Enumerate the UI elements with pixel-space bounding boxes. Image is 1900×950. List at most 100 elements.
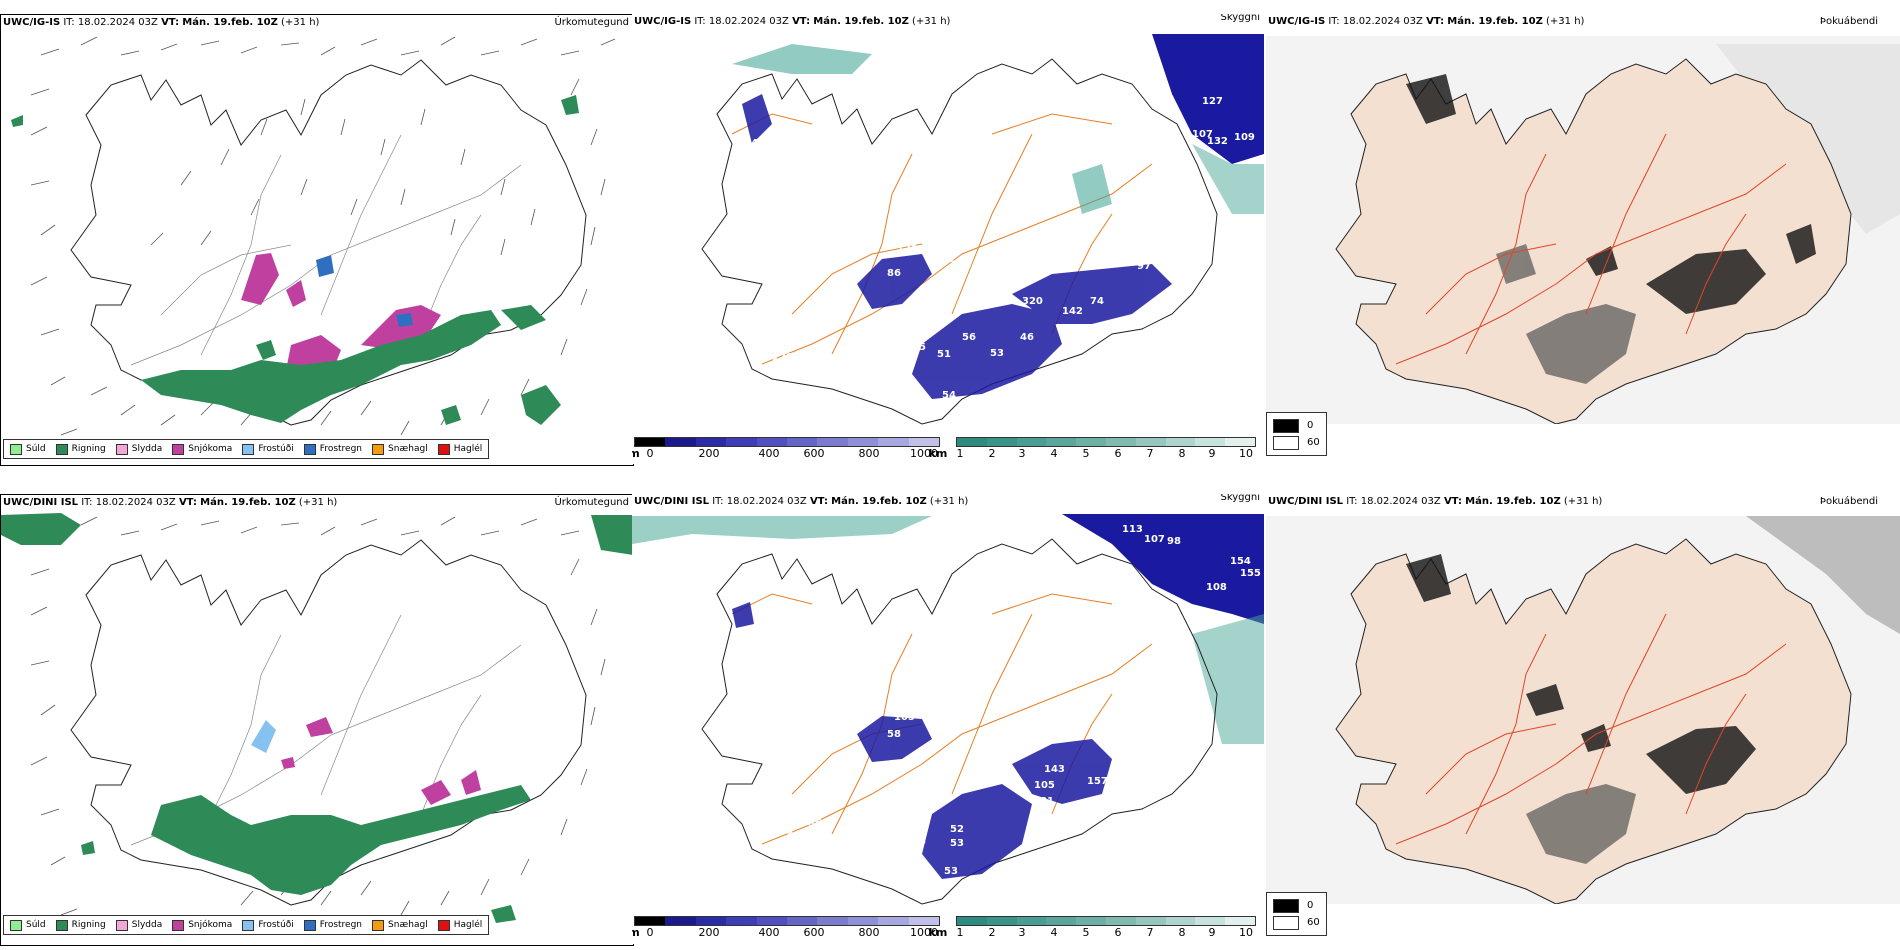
fog-value: 0 bbox=[1307, 900, 1314, 911]
it-label: IT: bbox=[694, 16, 706, 27]
visibility-bar bbox=[956, 916, 1256, 926]
model-name: UWC/IG-IS bbox=[634, 16, 692, 27]
vis-areas bbox=[732, 44, 1112, 214]
tick: 5 bbox=[1082, 447, 1090, 460]
tick: 800 bbox=[858, 447, 880, 460]
cloud-label: 56 bbox=[962, 332, 976, 343]
cloud-label: 97 bbox=[1137, 261, 1151, 272]
legend-item: Snjókoma bbox=[172, 443, 232, 455]
precip-map-bottom bbox=[1, 513, 633, 923]
iceland-coastline bbox=[701, 538, 1218, 905]
panel-title: UWC/IG-IS IT: 18.02.2024 03Z VT: Mán. 19… bbox=[634, 16, 950, 27]
tick: 3 bbox=[1018, 447, 1026, 460]
fog-offshore bbox=[1746, 516, 1900, 634]
fog-swatch bbox=[1273, 898, 1299, 913]
tick: 200 bbox=[698, 926, 720, 939]
cloud-label: 132 bbox=[1207, 136, 1228, 147]
vt-label: VT: bbox=[178, 497, 197, 508]
cloud-label: 107 bbox=[1192, 129, 1213, 140]
cloud-label: 74 bbox=[1090, 296, 1104, 307]
tick: 0 bbox=[646, 926, 654, 939]
it-label: IT: bbox=[81, 497, 93, 508]
legend-item: Snæhagl bbox=[372, 919, 428, 931]
roads bbox=[731, 593, 1153, 845]
iceland-coastline bbox=[70, 539, 587, 906]
tick: 200 bbox=[698, 447, 720, 460]
vt-value: Mán. 19.feb. 10Z bbox=[182, 17, 278, 28]
fog-dark-areas bbox=[1406, 74, 1816, 314]
roads bbox=[1395, 133, 1787, 365]
legend-item: Snæhagl bbox=[372, 443, 428, 455]
cloud-label: 155 bbox=[1240, 568, 1261, 579]
model-name: UWC/DINI ISL bbox=[1268, 496, 1344, 507]
height-ticks: m 0 200 400 600 800 1000 bbox=[632, 447, 940, 460]
cloud-label: 135 bbox=[962, 878, 983, 889]
vt-label: VT: bbox=[792, 16, 811, 27]
height-bar bbox=[634, 916, 940, 926]
visibility-ticks: km 1 2 3 4 5 6 7 8 9 10 bbox=[929, 926, 1256, 939]
vt-label: VT: bbox=[1426, 16, 1445, 27]
it-value: 18.02.2024 03Z bbox=[708, 16, 789, 27]
legend-swatch bbox=[55, 919, 68, 931]
legend-swatch bbox=[437, 919, 450, 931]
panel-title: UWC/DINI ISL IT: 18.02.2024 03Z VT: Mán.… bbox=[634, 496, 968, 507]
legend-label: Slydda bbox=[131, 444, 163, 454]
precip-panel-bottom: UWC/DINI ISL IT: 18.02.2024 03Z VT: Mán.… bbox=[0, 494, 634, 946]
panel-type-cloud: Skyggni bbox=[1220, 14, 1260, 23]
offshore-vis bbox=[1192, 144, 1264, 214]
cloud-label: 142 bbox=[1062, 306, 1083, 317]
cloud-base-labels: 113 107 98 105 154 155 108 105 58 161 63… bbox=[772, 506, 1261, 889]
height-bar bbox=[634, 437, 940, 447]
cloud-label: 118 bbox=[910, 296, 931, 307]
roads bbox=[1395, 613, 1787, 845]
cloud-label: 54 bbox=[942, 390, 956, 401]
fog-value: 60 bbox=[1307, 437, 1320, 448]
tick: 600 bbox=[803, 926, 825, 939]
wind-barbs bbox=[30, 516, 606, 916]
fog-swatch bbox=[1273, 915, 1299, 930]
cloud-label: 143 bbox=[1044, 764, 1065, 775]
fog-dark-areas bbox=[1406, 554, 1756, 794]
cloud-label: 58 bbox=[887, 729, 901, 740]
tick: 3 bbox=[1018, 926, 1026, 939]
precip-map-top bbox=[11, 36, 616, 436]
roads bbox=[130, 614, 522, 846]
legend-label: Snæhagl bbox=[388, 920, 428, 930]
legend-item: Haglél bbox=[437, 443, 482, 455]
roads bbox=[731, 113, 1153, 365]
cloud-label: 52 bbox=[902, 866, 916, 877]
tick: 9 bbox=[1208, 447, 1216, 460]
tick: 1000 bbox=[910, 926, 938, 939]
legend-item: Slydda bbox=[115, 919, 162, 931]
cloud-label: 104 bbox=[1012, 744, 1033, 755]
legend-label: Rigning bbox=[71, 444, 106, 454]
cloud-panel-bottom: 113 107 98 105 154 155 108 105 58 161 63… bbox=[632, 494, 1264, 944]
cloud-base-labels: 127 107 132 109 94 84 173 62 86 118 120 … bbox=[667, 96, 1255, 401]
tick: 2 bbox=[988, 926, 996, 939]
fog-legend-row: 0 bbox=[1273, 417, 1320, 434]
legend-swatch bbox=[55, 443, 68, 455]
cloud-label: 108 bbox=[1206, 582, 1227, 593]
cloud-label: 157 bbox=[1087, 776, 1108, 787]
cloud-label: 107 bbox=[1144, 534, 1165, 545]
cloud-map-bottom: 113 107 98 105 154 155 108 105 58 161 63… bbox=[632, 506, 1264, 905]
visibility-ticks: km 1 2 3 4 5 6 7 8 9 10 bbox=[929, 447, 1256, 460]
legend-item: Rigning bbox=[55, 919, 106, 931]
cloud-label: 161 bbox=[914, 776, 935, 787]
legend-item: Haglél bbox=[437, 919, 482, 931]
legend-item: Frostúði bbox=[242, 919, 294, 931]
tick: 400 bbox=[758, 447, 780, 460]
lead-time: (+31 h) bbox=[281, 17, 320, 28]
rain-areas bbox=[81, 785, 531, 923]
legend-swatch bbox=[10, 919, 22, 931]
legend-label: Frostúði bbox=[258, 920, 294, 930]
tick: 6 bbox=[1114, 926, 1122, 939]
freezing-rain-areas bbox=[316, 255, 413, 327]
panel-type-fog: Þokuábendi bbox=[1819, 16, 1878, 27]
freezing-drizzle-areas bbox=[251, 720, 276, 753]
cloud-label: 105 bbox=[1162, 506, 1183, 517]
legend-item: Frostregn bbox=[303, 919, 362, 931]
tick: 400 bbox=[758, 926, 780, 939]
precip-legend: Súld Rigning Slydda Snjókoma Frostúði Fr… bbox=[3, 439, 490, 459]
cloud-label: 62 bbox=[942, 254, 956, 265]
